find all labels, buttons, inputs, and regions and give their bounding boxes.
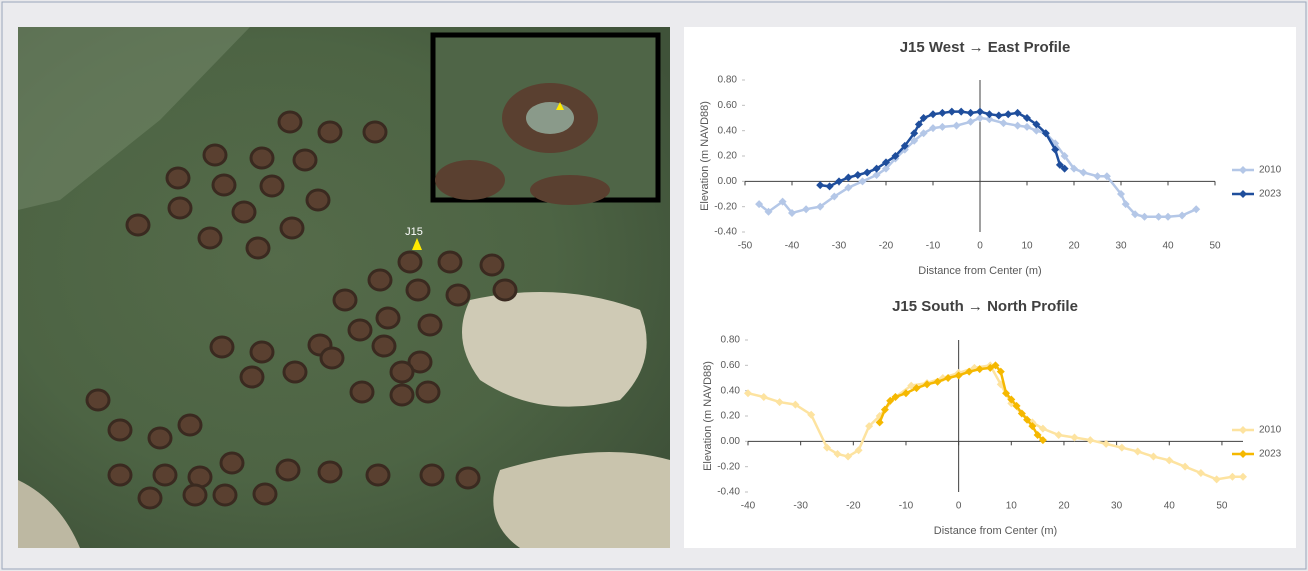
legend-label: 2010	[1259, 425, 1282, 436]
map-label: J15	[405, 226, 423, 238]
x-axis-title: Distance from Center (m)	[934, 525, 1057, 537]
legend-label: 2023	[1259, 189, 1282, 200]
x-tick-label: 10	[1021, 241, 1033, 252]
y-tick-label: 0.60	[721, 360, 741, 371]
x-tick-label: 30	[1115, 241, 1127, 252]
y-tick-label: 0.40	[721, 385, 741, 396]
x-tick-label: 30	[1111, 501, 1123, 512]
chart-title: J15 South → North Profile	[892, 298, 1078, 315]
y-tick-label: 0.80	[718, 75, 738, 86]
x-tick-label: -40	[741, 501, 756, 512]
x-tick-label: 0	[956, 501, 962, 512]
x-tick-label: -20	[879, 241, 894, 252]
x-tick-label: -30	[793, 501, 808, 512]
y-tick-label: 0.40	[718, 125, 738, 136]
satellite-map: J15	[18, 27, 670, 548]
x-tick-label: -20	[846, 501, 861, 512]
y-tick-label: -0.20	[714, 201, 737, 212]
x-tick-label: 40	[1164, 501, 1176, 512]
x-tick-label: -50	[738, 241, 753, 252]
figure: J15 J15 West → East Profile Distance from…	[0, 0, 1308, 571]
x-tick-label: 20	[1068, 241, 1080, 252]
x-tick-label: -10	[926, 241, 941, 252]
y-tick-label: 0.00	[721, 436, 741, 447]
y-tick-label: -0.40	[714, 227, 737, 238]
y-tick-label: 0.80	[721, 335, 741, 346]
x-tick-label: 50	[1209, 241, 1221, 252]
x-tick-label: -30	[832, 241, 847, 252]
x-tick-label: -10	[899, 501, 914, 512]
x-axis-title: Distance from Center (m)	[918, 265, 1041, 277]
page: J15 J15 West → East Profile Distance from…	[0, 0, 1308, 571]
y-axis-title: Elevation (m NAVD88)	[699, 101, 711, 211]
y-tick-label: 0.00	[718, 176, 738, 187]
x-tick-label: -40	[785, 241, 800, 252]
y-tick-label: 0.20	[718, 151, 738, 162]
chart-panel	[684, 27, 1296, 548]
legend-label: 2023	[1259, 449, 1282, 460]
x-tick-label: 20	[1058, 501, 1070, 512]
y-tick-label: 0.20	[721, 411, 741, 422]
x-tick-label: 10	[1006, 501, 1018, 512]
x-tick-label: 50	[1216, 501, 1228, 512]
y-tick-label: -0.40	[717, 487, 740, 498]
x-tick-label: 0	[977, 241, 983, 252]
legend-label: 2010	[1259, 165, 1282, 176]
y-axis-title: Elevation (m NAVD88)	[702, 361, 714, 471]
y-tick-label: -0.20	[717, 461, 740, 472]
chart-title: J15 West → East Profile	[900, 39, 1071, 56]
x-tick-label: 40	[1162, 241, 1174, 252]
y-tick-label: 0.60	[718, 100, 738, 111]
